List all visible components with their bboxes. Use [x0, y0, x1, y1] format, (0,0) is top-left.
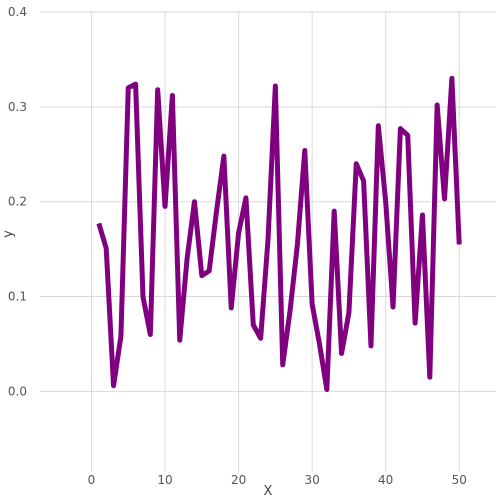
data-point: [458, 243, 460, 245]
x-axis-label: X: [264, 484, 273, 499]
x-tick-label: 30: [304, 473, 319, 487]
data-point: [341, 352, 343, 354]
data-point: [267, 239, 269, 241]
data-point: [282, 364, 284, 366]
x-tick-label: 40: [378, 473, 393, 487]
data-point: [230, 307, 232, 309]
data-point: [304, 149, 306, 151]
data-point: [348, 312, 350, 314]
data-point: [414, 322, 416, 324]
data-point: [157, 89, 159, 91]
x-tick-label: 0: [88, 473, 96, 487]
data-point: [171, 94, 173, 96]
data-points: [98, 77, 460, 390]
data-point: [385, 201, 387, 203]
data-point: [201, 275, 203, 277]
data-point: [392, 306, 394, 308]
data-point: [113, 385, 115, 387]
y-axis-label: y: [1, 230, 16, 238]
data-point: [120, 335, 122, 337]
data-point: [179, 339, 181, 341]
data-point: [142, 296, 144, 298]
data-point: [274, 85, 276, 87]
x-tick-label: 10: [157, 473, 172, 487]
data-point: [370, 345, 372, 347]
data-point: [296, 243, 298, 245]
data-point: [98, 223, 100, 225]
data-point: [355, 163, 357, 165]
data-point: [149, 333, 151, 335]
data-point: [252, 324, 254, 326]
x-tick-labels: 0 10 20 30 40 50: [88, 473, 467, 487]
data-point: [289, 310, 291, 312]
data-point: [399, 128, 401, 130]
x-tick-label: 50: [452, 473, 467, 487]
data-point: [245, 197, 247, 199]
y-tick-labels: 0.0 0.1 0.2 0.3 0.4: [8, 5, 27, 398]
data-point: [451, 77, 453, 79]
data-point: [135, 83, 137, 85]
data-point: [377, 125, 379, 127]
data-point: [186, 258, 188, 260]
x-gridlines: [90, 12, 460, 472]
y-tick-label: 0.2: [8, 195, 27, 209]
y-tick-label: 0.0: [8, 384, 27, 398]
y-tick-label: 0.4: [8, 5, 27, 19]
data-point: [363, 180, 365, 182]
y-tick-label: 0.1: [8, 290, 27, 304]
data-point: [105, 247, 107, 249]
data-point: [407, 134, 409, 136]
data-point: [318, 343, 320, 345]
data-point: [444, 198, 446, 200]
data-point: [326, 388, 328, 390]
data-point: [193, 201, 195, 203]
data-point: [164, 205, 166, 207]
data-point: [429, 376, 431, 378]
series-line: [96, 75, 462, 392]
data-point: [260, 337, 262, 339]
data-point: [333, 210, 335, 212]
data-point: [436, 104, 438, 106]
data-point: [421, 214, 423, 216]
y-tick-label: 0.3: [8, 100, 27, 114]
data-point: [127, 87, 129, 89]
x-tick-label: 20: [231, 473, 246, 487]
data-point: [223, 155, 225, 157]
data-point: [238, 232, 240, 234]
data-point: [216, 210, 218, 212]
data-point: [208, 270, 210, 272]
data-point: [311, 303, 313, 305]
